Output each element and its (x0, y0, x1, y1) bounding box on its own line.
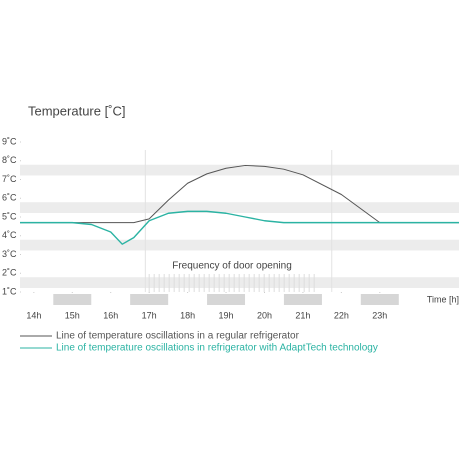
door-block (53, 294, 92, 305)
y-tick-label: 4˚C (2, 230, 17, 240)
y-tick-label: 6˚C (2, 193, 17, 203)
x-tick-label: 16h (103, 310, 118, 320)
y-tick-label: 1˚C (2, 286, 17, 296)
x-tick-label: 14h (26, 310, 41, 320)
stripe (20, 164, 459, 176)
x-tick-label: 19h (219, 310, 234, 320)
annotation: Frequency of door opening (172, 261, 292, 272)
x-tick-label: 20h (257, 310, 272, 320)
x-tick-label: 22h (334, 310, 349, 320)
chart-title: Temperature [˚C] (28, 103, 126, 118)
x-axis-label: Time [h] (427, 294, 459, 304)
x-tick-label: 21h (295, 310, 310, 320)
y-tick-label: 9˚C (2, 136, 17, 146)
x-tick-label: 18h (180, 310, 195, 320)
stripe (20, 239, 459, 251)
background (20, 150, 459, 305)
legend-label: Line of temperature oscillations in a re… (56, 331, 300, 342)
x-tick-label: 23h (372, 310, 387, 320)
door-block (360, 294, 399, 305)
y-tick-label: 8˚C (2, 155, 17, 165)
door-block (130, 294, 169, 305)
x-tick-label: 17h (142, 310, 157, 320)
series-line (20, 210, 459, 245)
door-block (283, 294, 322, 305)
stripe (20, 202, 459, 213)
legend-label: Line of temperature oscillations in refr… (56, 343, 378, 354)
y-tick-label: 2˚C (2, 268, 17, 278)
x-tick-label: 15h (65, 310, 80, 320)
series-line (20, 164, 459, 224)
y-tick-label: 3˚C (2, 249, 17, 259)
door-block (207, 294, 246, 305)
y-tick-label: 7˚C (2, 174, 17, 184)
y-tick-label: 5˚C (2, 211, 17, 221)
